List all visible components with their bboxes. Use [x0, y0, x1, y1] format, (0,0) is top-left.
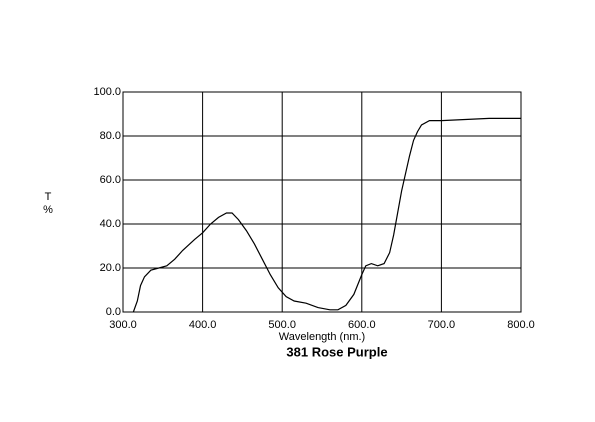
- y-axis-label: T: [45, 191, 52, 203]
- chart-title: 381 Rose Purple: [286, 344, 387, 359]
- x-axis-label: Wavelength (nm.): [279, 331, 365, 343]
- y-tick-label: 80.0: [100, 130, 121, 142]
- x-tick-label: 400.0: [189, 319, 217, 331]
- y-axis-unit: %: [43, 204, 53, 216]
- y-tick-label: 40.0: [100, 218, 121, 230]
- plot-frame: [122, 91, 522, 313]
- data-line: [132, 117, 521, 313]
- x-tick-label: 600.0: [348, 319, 376, 331]
- y-tick-label: 20.0: [100, 262, 121, 274]
- y-tick-label: 0.0: [106, 306, 121, 318]
- y-tick-label: 60.0: [100, 174, 121, 186]
- y-tick-label: 100.0: [93, 86, 121, 98]
- x-tick-label: 500.0: [268, 319, 296, 331]
- x-tick-label: 700.0: [428, 319, 456, 331]
- x-tick-label: 800.0: [507, 319, 535, 331]
- x-tick-label: 300.0: [109, 319, 137, 331]
